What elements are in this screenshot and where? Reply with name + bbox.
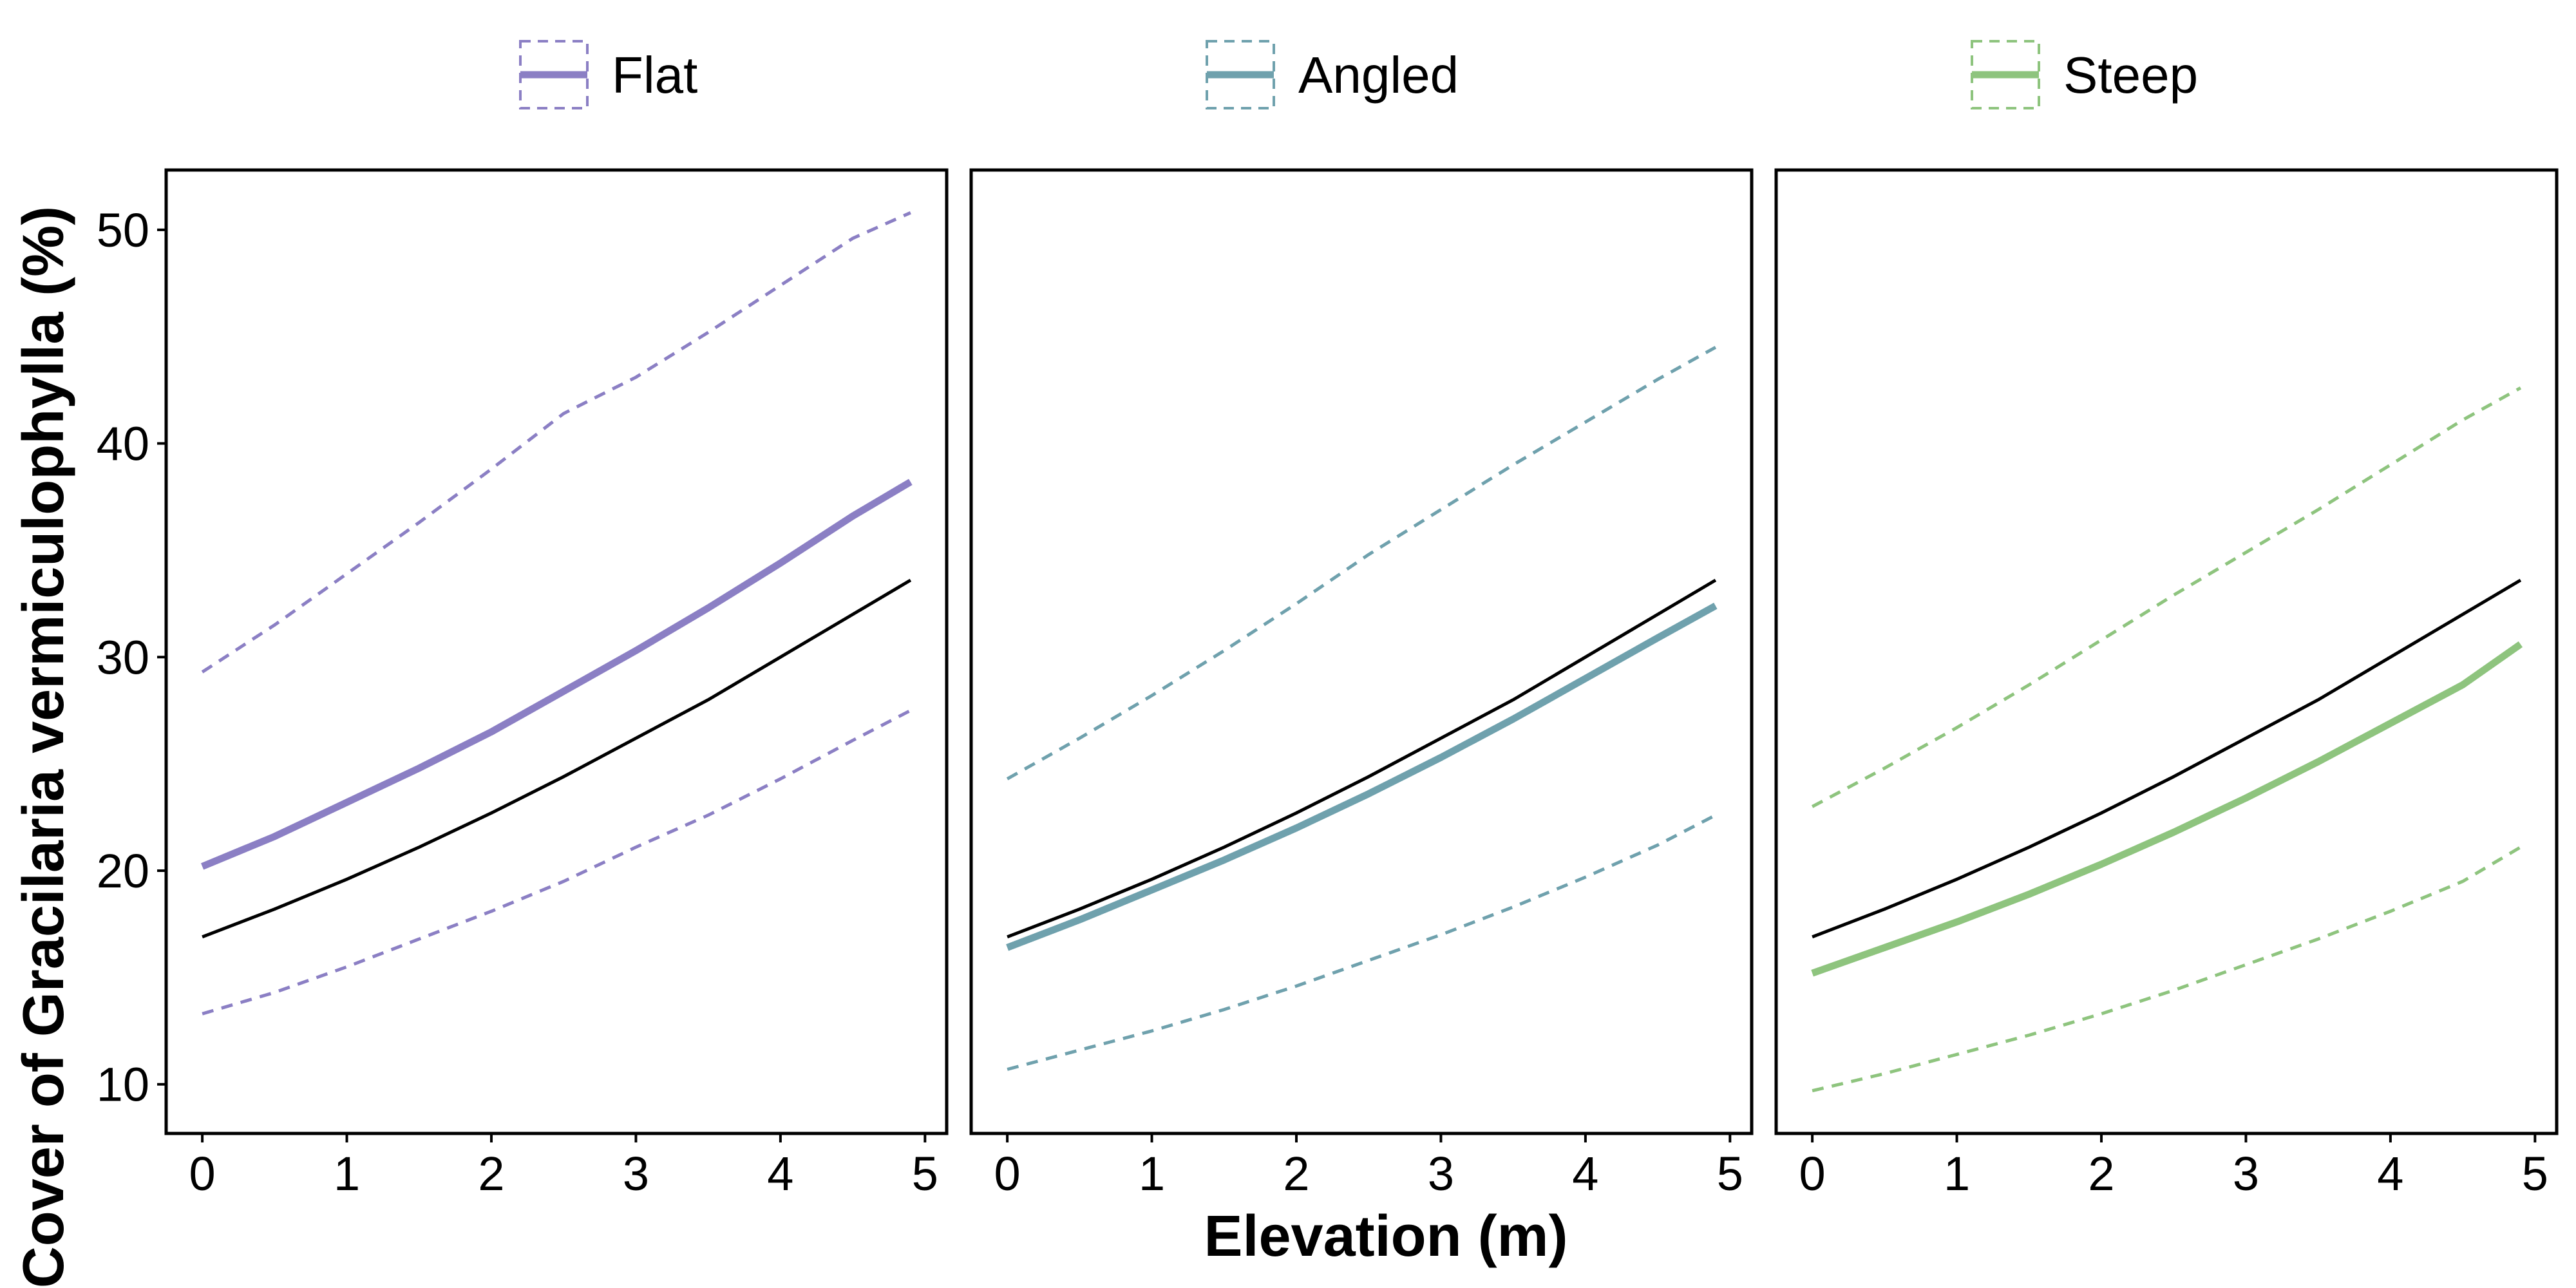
overall-fit-line [1007,578,1717,939]
y-tick-label: 20 [97,844,149,898]
x-tick-label: 5 [2522,1147,2548,1200]
angled-upper-ci-line [1006,346,1717,781]
angled-lower-ci-line [1007,813,1717,1071]
steep-upper-ci-line [1811,386,2522,808]
steep-fit-line [1811,641,2523,977]
x-tick-label: 3 [2233,1147,2259,1200]
x-tick-label: 4 [1572,1147,1598,1200]
panel-frame [1774,168,2559,1135]
x-tick-label: 5 [912,1147,938,1200]
y-tick-label: 50 [97,204,149,257]
angled-fit-line [1006,602,1718,951]
flat-lower-ci-line [202,708,912,1016]
flat-fit-line [200,478,913,870]
x-tick-label: 5 [1717,1147,1743,1200]
panel-1: 0 1 2 3 4 5 10 20 30 40 50 [97,168,949,1200]
y-tick-label: 40 [97,417,149,471]
x-tick-label: 4 [767,1147,793,1200]
flat-upper-ci-line [201,211,911,674]
legend-label-angled: Angled [1298,46,1459,104]
overall-fit-line [1812,578,2522,939]
legend-label-steep: Steep [2063,46,2198,104]
overall-fit-line [202,578,912,939]
y-tick-label: 10 [97,1058,149,1112]
x-tick-label: 1 [334,1147,360,1200]
y-axis-title: Cover of Gracilaria vermiculophylla (%) [12,206,76,1288]
y-tick-label: 30 [97,630,149,684]
panel-frame [164,168,949,1135]
x-tick-label: 2 [478,1147,504,1200]
x-tick-label: 3 [623,1147,649,1200]
x-tick-label: 0 [1799,1147,1826,1200]
legend-label-flat: Flat [612,46,697,104]
x-tick-label: 1 [1139,1147,1165,1200]
x-tick-label: 1 [1944,1147,1970,1200]
x-tick-label: 4 [2377,1147,2403,1200]
steep-lower-ci-line [1812,846,2522,1093]
x-tick-label: 2 [1283,1147,1309,1200]
legend-item-flat: Flat [519,40,697,109]
panel-3: 0 1 2 3 4 5 [1774,168,2559,1200]
x-tick-label: 0 [189,1147,216,1200]
legend-item-steep: Steep [1971,40,2198,109]
x-axis-title: Elevation (m) [1204,1204,1567,1269]
x-tick-label: 0 [994,1147,1021,1200]
x-tick-label: 3 [1428,1147,1454,1200]
panel-2: 0 1 2 3 4 5 [969,168,1754,1200]
legend: Flat Angled Steep [519,40,2198,109]
panel-frame [969,168,1754,1135]
legend-item-angled: Angled [1206,40,1459,109]
x-tick-label: 2 [2088,1147,2114,1200]
